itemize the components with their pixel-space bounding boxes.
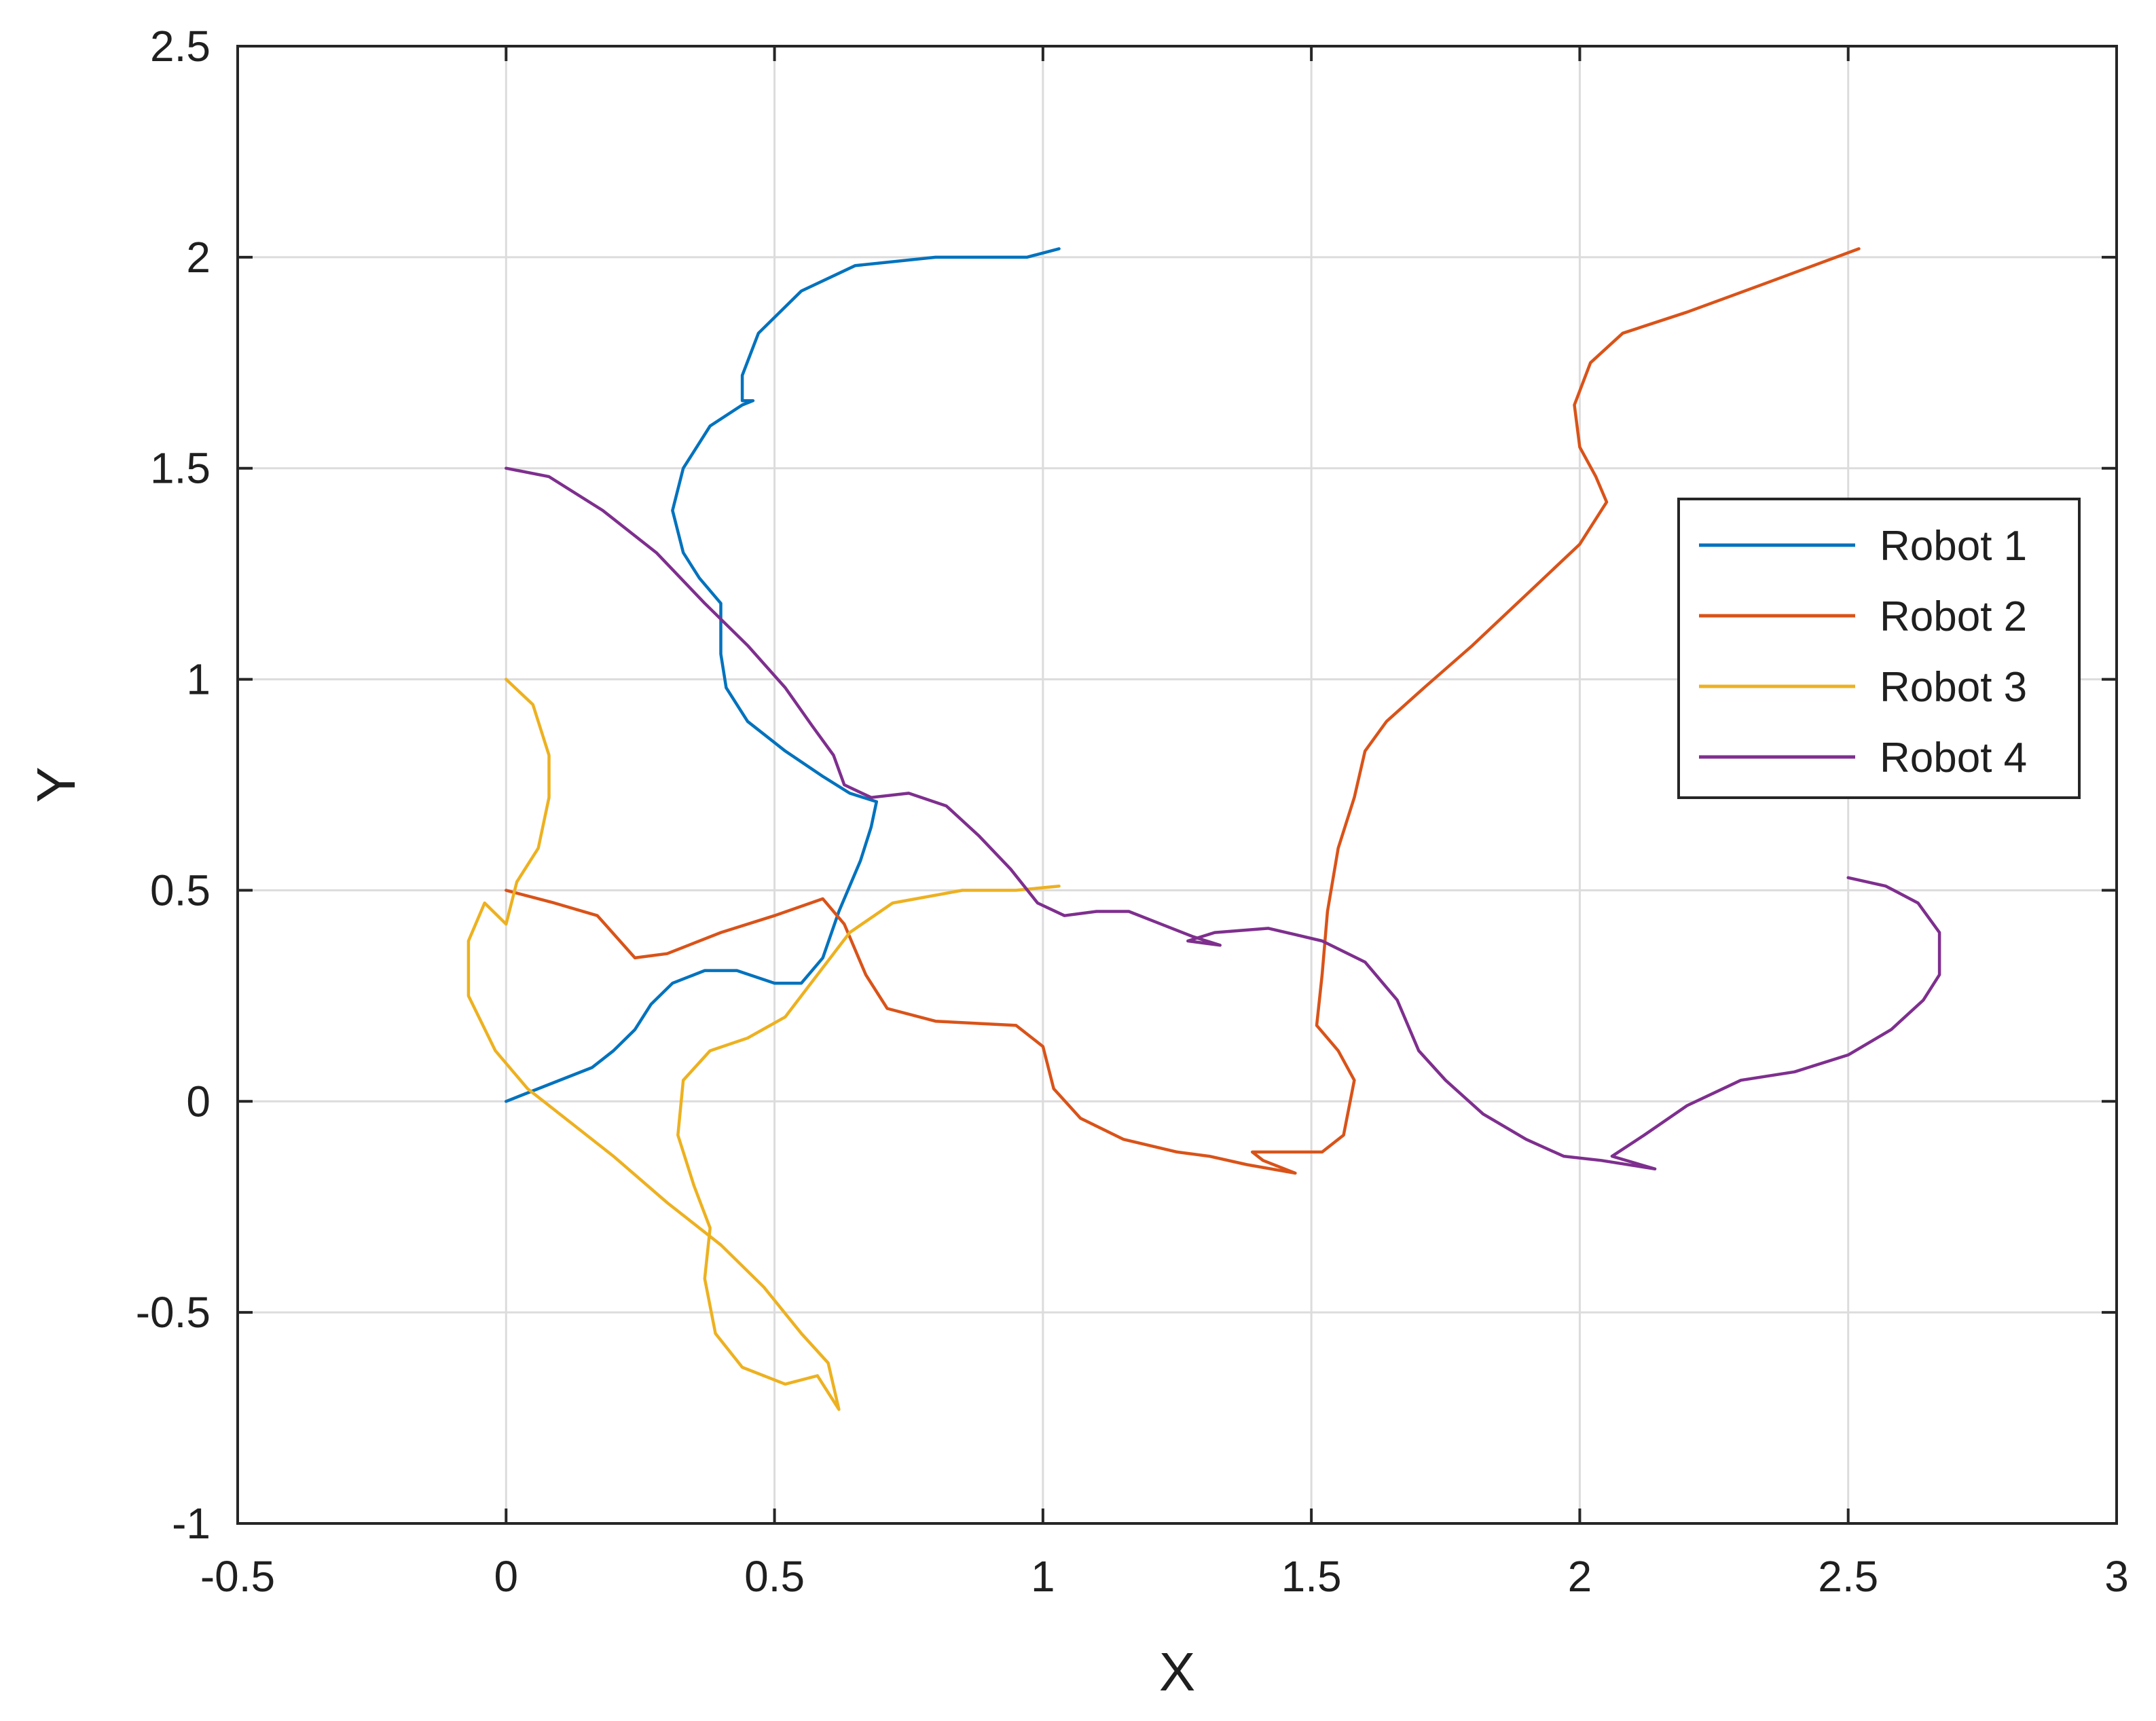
axis-ticks: -0.5 0 0.5 1 1.5 2 2.5 3-1-0.500.511.522.5 (136, 22, 2129, 1601)
y-tick-label: 0.5 (150, 866, 211, 914)
x-axis-title: X (1159, 1642, 1195, 1702)
x-tick-label: 1 (1031, 1552, 1055, 1601)
series-line-robot-3 (467, 678, 1061, 1411)
y-tick-label: 2.5 (150, 22, 211, 71)
legend-label: Robot 2 (1880, 593, 2027, 640)
x-tick-label: 3 (2104, 1552, 2129, 1601)
legend-label: Robot 4 (1880, 735, 2027, 781)
y-axis-title: Y (26, 766, 86, 802)
series-line-robot-4 (505, 466, 1941, 1171)
x-tick-label: 2.5 (1818, 1552, 1878, 1601)
series-lines (467, 247, 1941, 1411)
x-tick-label: 1.5 (1281, 1552, 1342, 1601)
y-tick-label: 2 (186, 233, 211, 282)
series-line-robot-2 (505, 247, 1861, 1175)
x-tick-label: -0.5 (200, 1552, 275, 1601)
y-tick-label: 1.5 (150, 444, 211, 493)
y-tick-label: -1 (172, 1499, 211, 1548)
series-line-robot-1 (505, 247, 1061, 1103)
legend-label: Robot 1 (1880, 523, 2027, 570)
legend: Robot 1 Robot 2 Robot 3 Robot 4 (1677, 498, 2081, 799)
legend-box (1677, 498, 2081, 799)
x-tick-label: 2 (1568, 1552, 1592, 1601)
y-tick-label: -0.5 (136, 1288, 211, 1337)
x-tick-label: 0 (494, 1552, 518, 1601)
y-tick-label: 1 (186, 655, 211, 704)
plot-frame (236, 45, 2118, 1525)
x-tick-label: 0.5 (744, 1552, 805, 1601)
y-tick-label: 0 (186, 1077, 211, 1126)
legend-label: Robot 3 (1880, 664, 2027, 711)
